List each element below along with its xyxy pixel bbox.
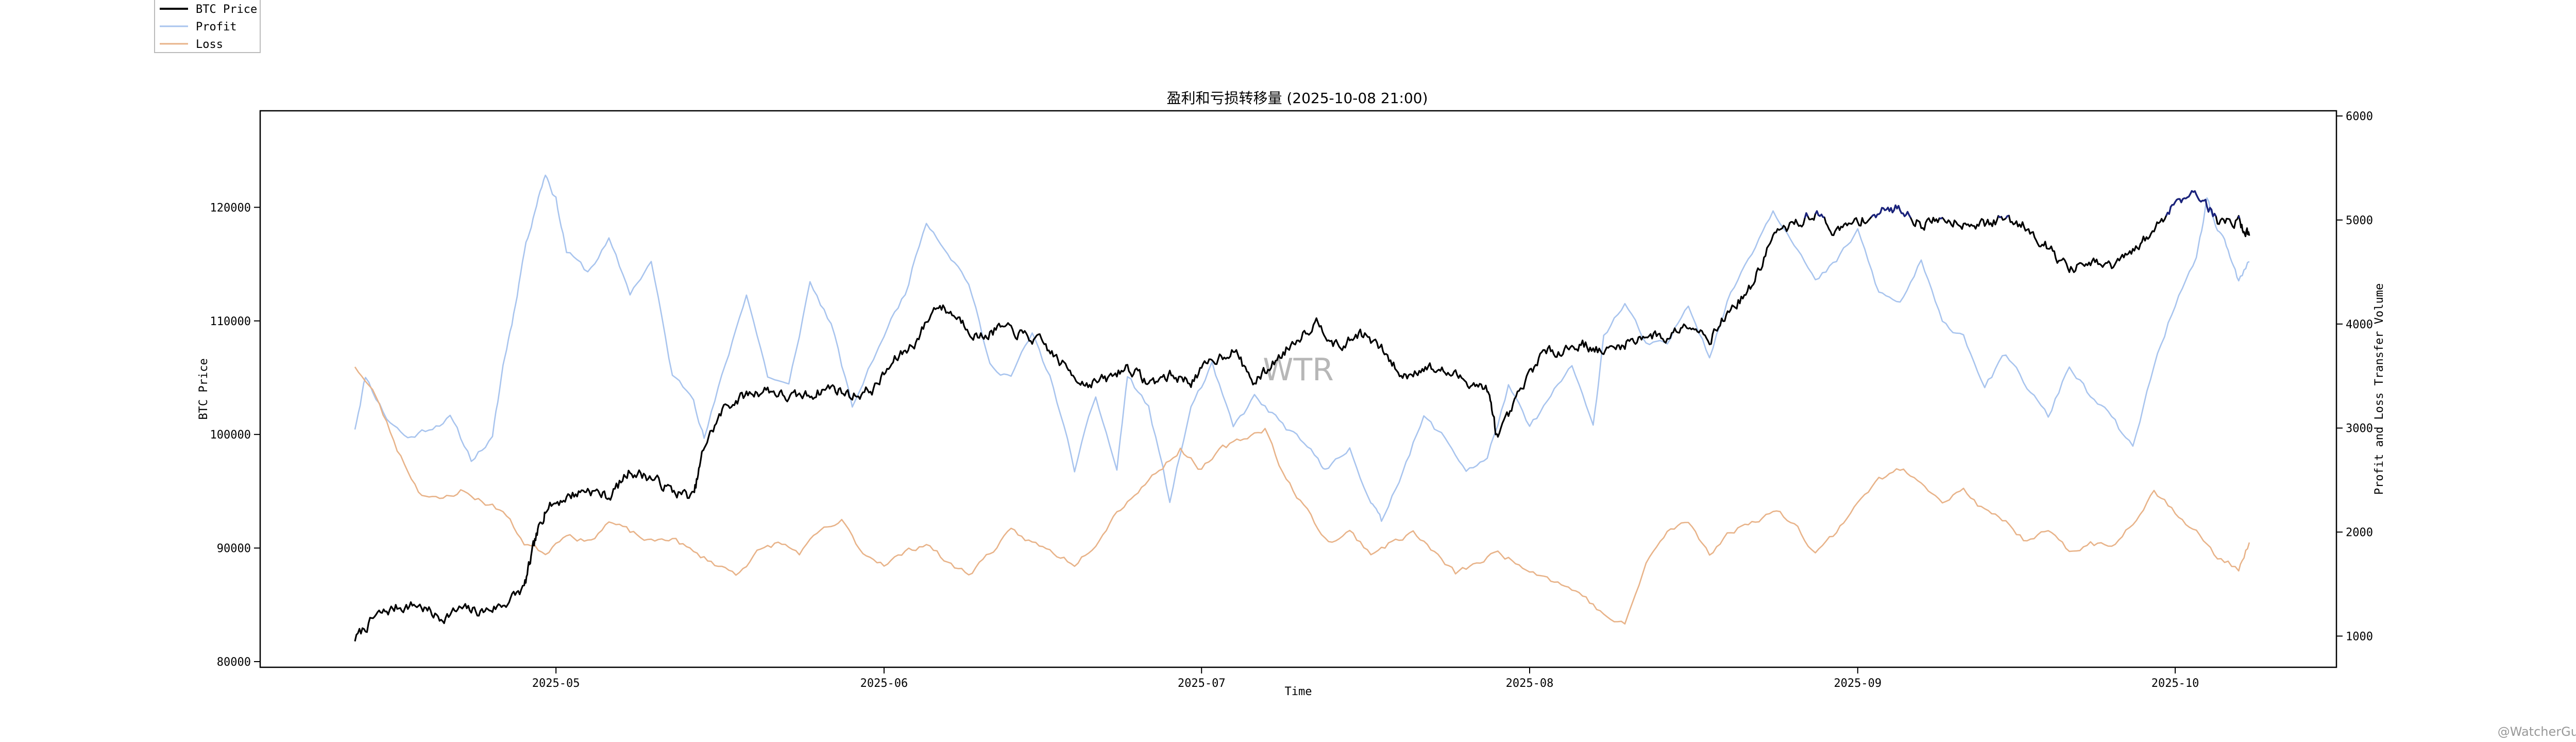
x-tick-label: 2025-08	[1506, 677, 1554, 690]
y-axis-left: 80000 90000 100000 110000 120000	[210, 201, 260, 669]
y-left-tick-label: 110000	[210, 315, 251, 328]
legend-label-btc-price: BTC Price	[196, 3, 257, 16]
legend-label-loss: Loss	[196, 38, 223, 51]
series-highlight-btc-price-3	[1939, 217, 1943, 220]
series-highlight-btc-price-6	[2165, 190, 2217, 217]
series-highlight-btc-price-7	[2238, 215, 2241, 219]
x-tick-label: 2025-09	[1834, 677, 1882, 690]
series-highlight-btc-price-2	[1871, 204, 1911, 218]
x-tick-label: 2025-10	[2151, 677, 2199, 690]
x-tick-label: 2025-07	[1178, 677, 1226, 690]
y-right-tick-label: 5000	[2346, 214, 2373, 227]
y-right-tick-label: 4000	[2346, 318, 2373, 331]
series-line-loss	[354, 366, 2250, 625]
y-left-tick-label: 120000	[210, 201, 251, 214]
x-axis: 2025-05 2025-06 2025-07 2025-08 2025-09 2025-…	[532, 667, 2199, 690]
watermark: WTR	[1263, 352, 1334, 388]
y-right-tick-label: 3000	[2346, 423, 2373, 435]
y-axis-right-label: Profit and Loss Transfer Volume	[2373, 283, 2386, 495]
series-highlight-btc-price-0	[1804, 212, 1809, 218]
y-left-tick-label: 100000	[210, 429, 251, 442]
series-highlight-btc-price-5	[2005, 214, 2009, 219]
y-right-tick-label: 1000	[2346, 630, 2373, 643]
y-left-tick-label: 80000	[217, 656, 251, 669]
chart-title: 盈利和亏损转移量 (2025-10-08 21:00)	[1166, 90, 1428, 107]
series-highlight-btc-price-1	[1815, 210, 1825, 218]
series-layer	[354, 174, 2250, 642]
series-highlight-btc-price-4	[1997, 215, 2002, 218]
legend-label-profit: Profit	[196, 21, 236, 33]
x-tick-label: 2025-06	[860, 677, 908, 690]
y-left-tick-label: 90000	[217, 543, 251, 555]
series-line-btc-price	[354, 190, 2250, 642]
y-right-tick-label: 2000	[2346, 527, 2373, 539]
x-axis-label: Time	[1285, 685, 1312, 698]
series-line-profit	[354, 174, 2250, 522]
y-right-tick-label: 6000	[2346, 110, 2373, 123]
y-axis-left-label: BTC Price	[197, 358, 210, 419]
credit-text: @WatcherGuru	[2498, 724, 2576, 739]
legend: BTC Price Profit Loss	[154, 0, 261, 53]
y-axis-right: 1000 2000 3000 4000 5000 6000	[2336, 110, 2373, 643]
x-tick-label: 2025-05	[532, 677, 580, 690]
plot-frame	[259, 110, 2337, 668]
